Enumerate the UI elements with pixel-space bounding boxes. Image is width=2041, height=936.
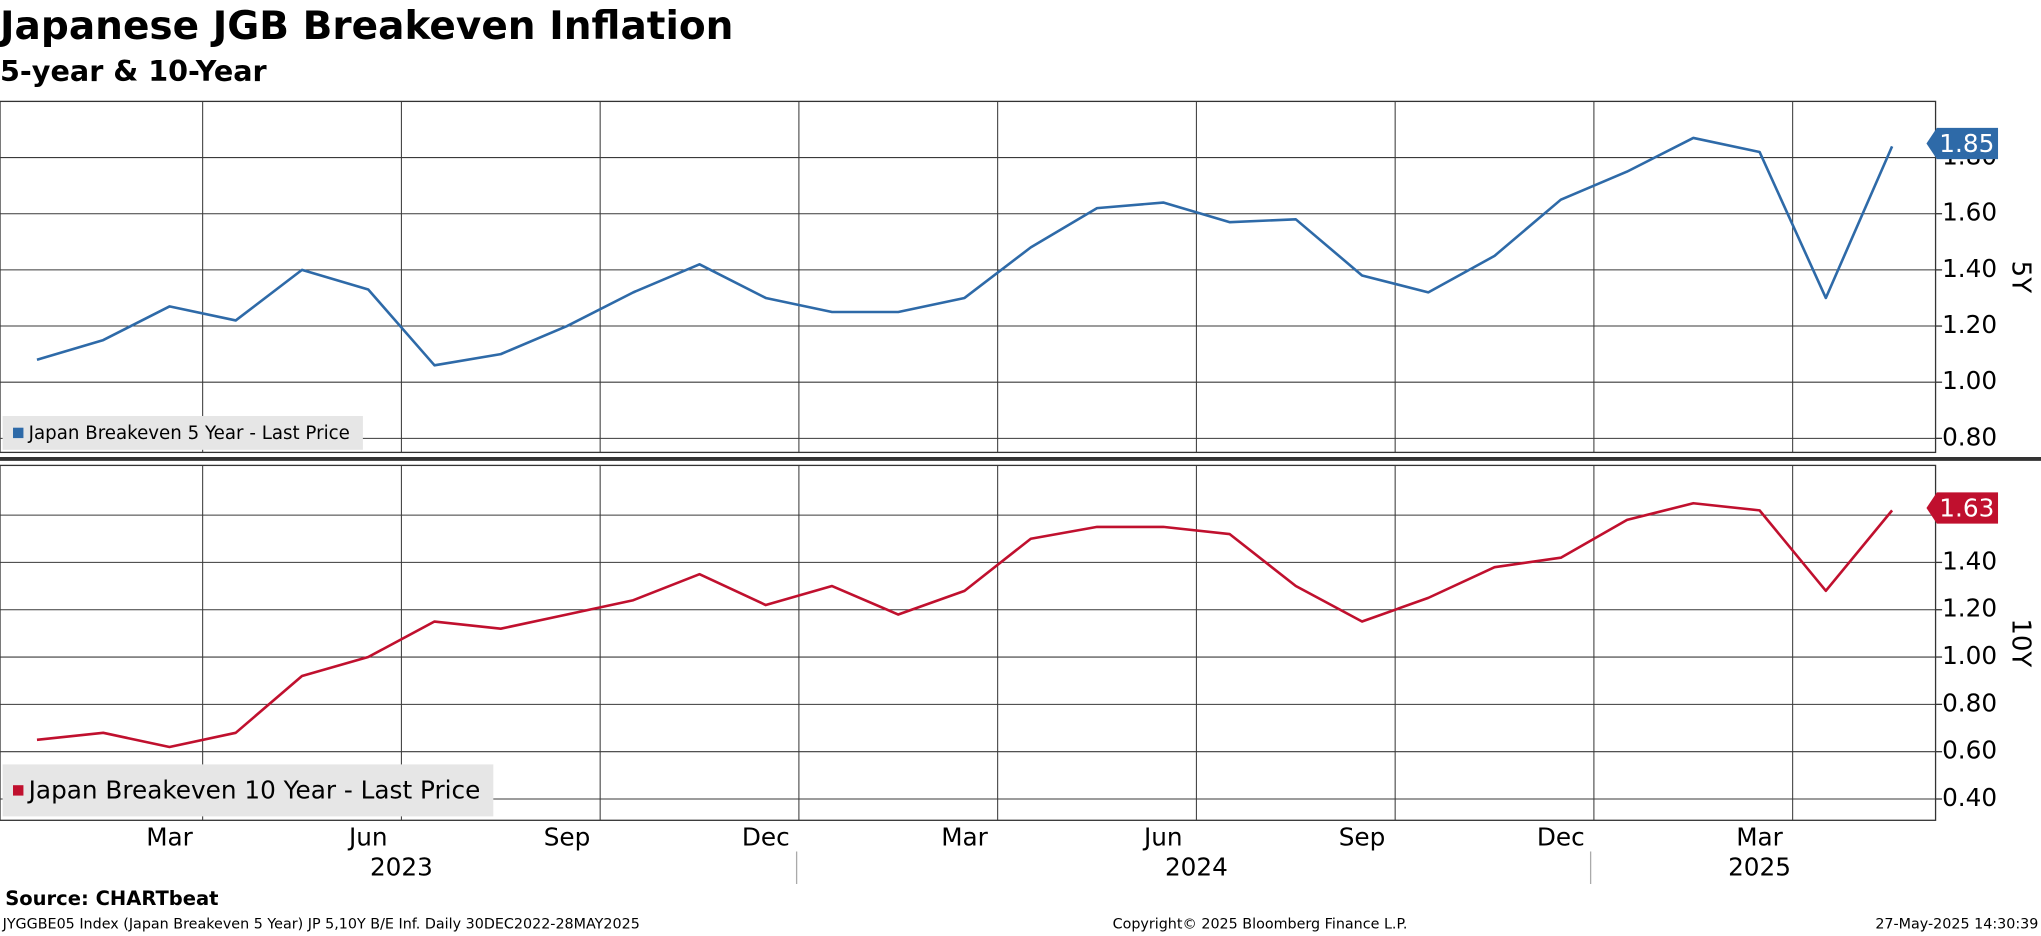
source: Source: CHARTbeat <box>5 887 218 910</box>
last-price-label: 1.63 <box>1939 493 1994 522</box>
y-tick-label: 1.20 <box>1942 594 1997 623</box>
plot-frame <box>0 100 1937 454</box>
copyright: Copyright© 2025 Bloomberg Finance L.P. <box>1113 916 1408 932</box>
y-tick-label: 1.40 <box>1942 546 1997 575</box>
legend-box <box>2 416 363 450</box>
x-tick-label: Jun <box>347 823 388 852</box>
plot-frame <box>0 464 1937 821</box>
footer-description: JYGGBE05 Index (Japan Breakeven 5 Year) … <box>2 916 640 932</box>
x-tick-label: Dec <box>1537 823 1585 852</box>
x-tick-label: Mar <box>1736 823 1783 852</box>
x-tick-label: Mar <box>941 823 988 852</box>
legend-swatch <box>13 427 24 439</box>
last-price-tag <box>1926 492 1999 524</box>
last-price-tag <box>1926 127 1999 160</box>
y-axis-title: 5Y <box>2006 261 2036 294</box>
series-line <box>36 136 1894 367</box>
y-tick-label: 1.40 <box>1942 254 1997 283</box>
y-tick-label: 0.40 <box>1942 783 1997 812</box>
y-tick-label: 1.00 <box>1942 366 1997 395</box>
last-price-label: 1.85 <box>1939 129 1994 158</box>
timestamp: 27-May-2025 14:30:39 <box>1875 916 2038 932</box>
y-tick-label: 0.80 <box>1942 688 1997 717</box>
x-tick-label: Dec <box>742 823 790 852</box>
y-tick-label: 0.80 <box>1942 422 1997 451</box>
y-tick-label: 1.00 <box>1942 641 1997 670</box>
legend-label: Japan Breakeven 5 Year - Last Price <box>28 423 350 444</box>
y-axis-title: 10Y <box>2006 618 2036 667</box>
chart-title: Japanese JGB Breakeven Inflation <box>0 4 733 49</box>
x-tick-label: Sep <box>544 823 591 852</box>
y-tick-label: 1.60 <box>1942 198 1997 227</box>
y-tick-label: 1.20 <box>1942 310 1997 339</box>
year-label: 2024 <box>1165 852 1228 881</box>
year-label: 2025 <box>1728 852 1791 881</box>
year-label: 2023 <box>370 852 433 881</box>
legend-swatch <box>13 785 24 796</box>
chart-subtitle: 5-year & 10-Year <box>0 54 268 88</box>
x-tick-label: Mar <box>146 823 193 852</box>
x-tick-label: Jun <box>1142 823 1183 852</box>
series-line <box>36 501 1894 749</box>
y-tick-label: 0.60 <box>1942 736 1997 765</box>
x-tick-label: Sep <box>1339 823 1386 852</box>
legend-box <box>2 764 494 817</box>
legend-label: Japan Breakeven 10 Year - Last Price <box>27 776 481 805</box>
